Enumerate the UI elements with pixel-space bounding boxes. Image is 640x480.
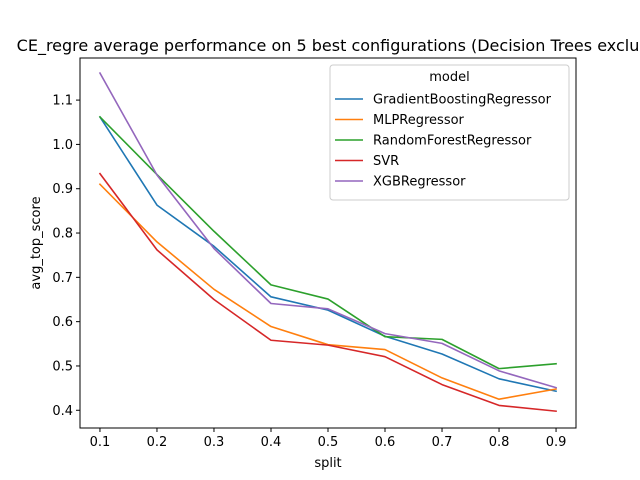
x-tick-label: 0.8 (489, 435, 510, 450)
legend: model GradientBoostingRegressor MLPRegress… (329, 64, 570, 201)
y-tick-label: 0.5 (52, 359, 73, 374)
series-line-3 (98, 172, 557, 413)
legend-label: MLPRegressor (373, 113, 465, 128)
x-axis: 0.1 0.2 0.3 0.4 0.5 0.6 0.7 0.8 0.9 (90, 428, 567, 450)
y-tick-label: 1.0 (52, 138, 73, 153)
y-tick-label: 1.1 (52, 94, 73, 109)
y-axis: 0.4 0.5 0.6 0.7 0.8 0.9 1.0 1.1 (52, 94, 80, 419)
series-line-1 (98, 183, 557, 400)
chart-title: CE_regre average performance on 5 best c… (17, 36, 640, 56)
x-axis-label: split (314, 456, 341, 471)
x-tick-label: 0.6 (375, 435, 396, 450)
y-tick-label: 0.8 (52, 227, 73, 242)
y-tick-label: 0.9 (52, 182, 73, 197)
x-tick-label: 0.4 (261, 435, 282, 450)
x-tick-label: 0.1 (90, 435, 111, 450)
legend-label: SVR (373, 154, 399, 169)
series-line-0 (98, 115, 558, 393)
y-tick-label: 0.7 (52, 271, 73, 286)
y-tick-label: 0.4 (52, 404, 73, 419)
series-line-4 (98, 71, 558, 389)
x-tick-label: 0.5 (318, 435, 339, 450)
legend-title: model (429, 70, 469, 85)
y-axis-label: avg_top_score (29, 196, 44, 289)
series-group (98, 71, 558, 413)
x-tick-label: 0.7 (432, 435, 453, 450)
legend-label: RandomForestRegressor (373, 134, 532, 149)
legend-label: GradientBoostingRegressor (373, 93, 552, 108)
legend-box (329, 64, 570, 201)
y-tick-label: 0.6 (52, 315, 73, 330)
x-tick-label: 0.2 (147, 435, 168, 450)
x-tick-label: 0.9 (546, 435, 567, 450)
series-line-2 (98, 115, 557, 370)
x-tick-label: 0.3 (204, 435, 225, 450)
legend-label: XGBRegressor (373, 175, 466, 190)
